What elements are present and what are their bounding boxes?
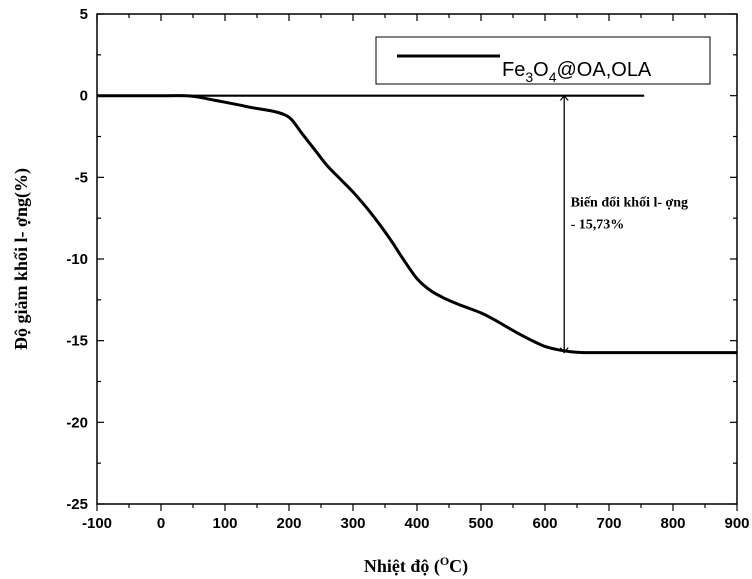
plot-frame bbox=[96, 13, 738, 505]
legend-label: Fe3O4@OA,OLA bbox=[502, 59, 652, 85]
annotation-text: Biến đổi khối l- ợng bbox=[571, 196, 688, 211]
x-tick-label: 0 bbox=[157, 515, 165, 532]
x-tick-label: 900 bbox=[724, 515, 749, 532]
x-tick-label: 700 bbox=[596, 515, 621, 532]
x-axis-label: Nhiệt độ (OC) bbox=[364, 554, 468, 577]
x-tick-label: 300 bbox=[340, 515, 365, 532]
y-tick-label: -5 bbox=[75, 169, 88, 186]
y-tick-label: 5 bbox=[80, 6, 88, 23]
y-tick-labels: 5 0 -5 -10 -15 -20 -25 bbox=[66, 6, 88, 513]
legend-box bbox=[375, 36, 711, 85]
y-tick-label: -15 bbox=[66, 333, 88, 350]
x-tick-label: 500 bbox=[468, 515, 493, 532]
x-tick-label: 200 bbox=[276, 515, 301, 532]
tga-curve bbox=[97, 94, 737, 355]
y-tick-label: -20 bbox=[66, 414, 88, 431]
y-tick-label: 0 bbox=[80, 88, 88, 105]
annotation-text: - 15,73% bbox=[571, 218, 625, 233]
legend: Fe3O4@OA,OLA bbox=[375, 36, 711, 85]
annotation: Biến đổi khối l- ợng - 15,73% bbox=[564, 96, 688, 353]
series-layer bbox=[97, 94, 737, 355]
x-tick-label: 100 bbox=[212, 515, 237, 532]
tick-marks bbox=[96, 13, 738, 511]
y-tick-label: -10 bbox=[66, 251, 88, 268]
y-tick-label: -25 bbox=[66, 496, 88, 513]
x-tick-labels: -100 0 100 200 300 400 500 600 700 800 900 bbox=[82, 515, 750, 532]
x-tick-label: -100 bbox=[82, 515, 112, 532]
y-axis-label: Độ giảm khối l- ợng(%) bbox=[11, 168, 32, 350]
x-tick-label: 800 bbox=[660, 515, 685, 532]
x-tick-label: 400 bbox=[404, 515, 429, 532]
x-tick-label: 600 bbox=[532, 515, 557, 532]
